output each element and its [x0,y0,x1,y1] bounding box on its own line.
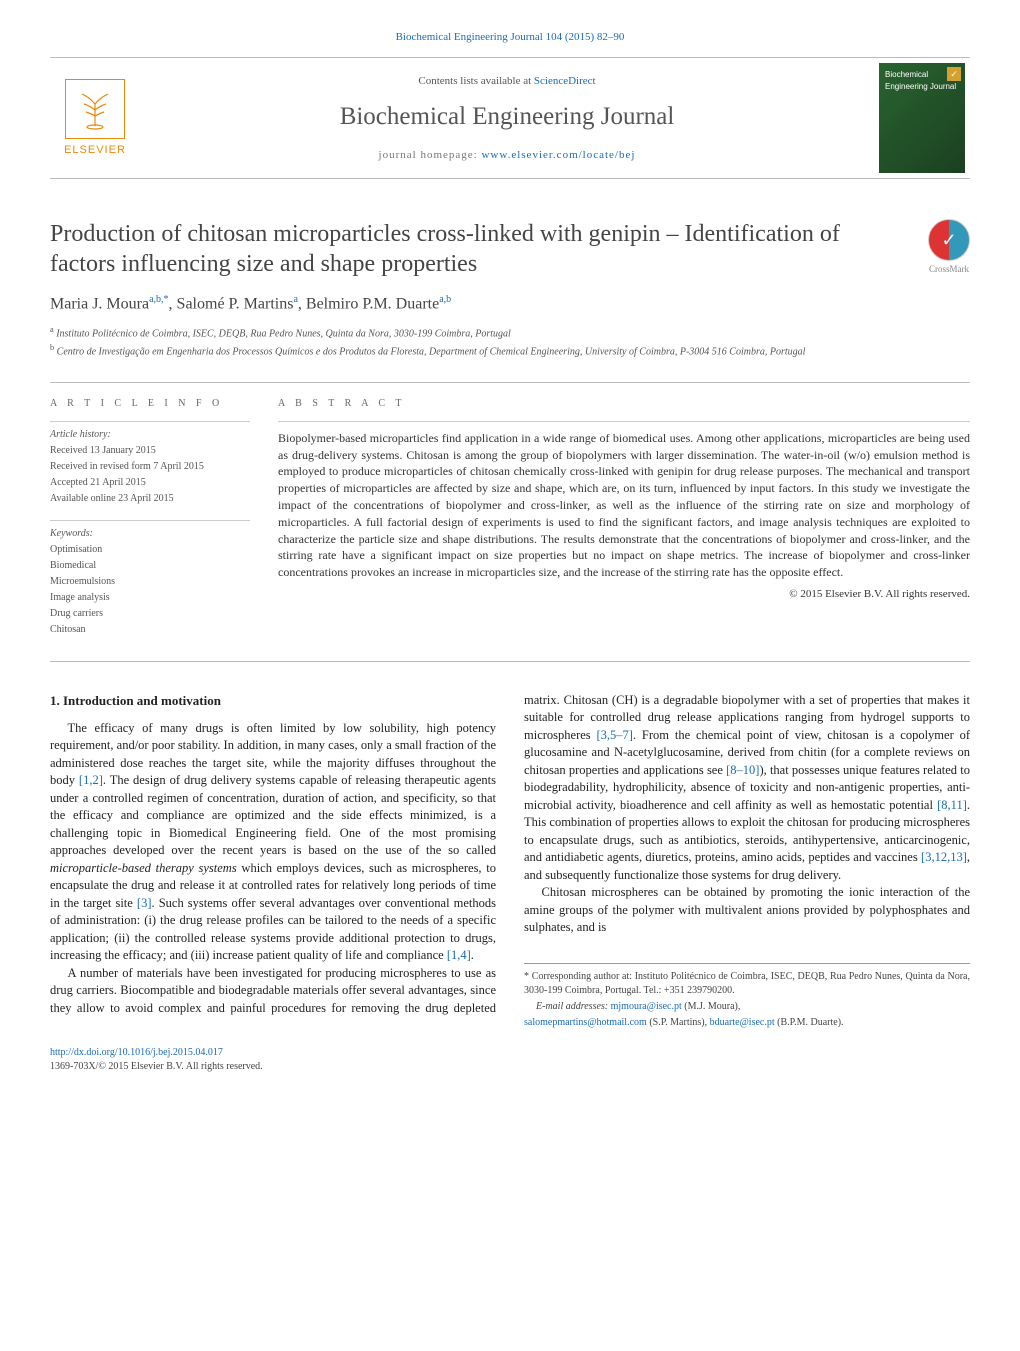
citation-ref[interactable]: [3] [137,896,152,910]
crossmark-label: CrossMark [929,264,969,274]
author-2: Salomé P. Martins [177,296,294,313]
keyword: Chitosan [50,623,250,637]
sciencedirect-link[interactable]: ScienceDirect [534,75,596,87]
keyword: Image analysis [50,591,250,605]
running-head-citation: Biochemical Engineering Journal 104 (201… [50,30,970,45]
footer-block: http://dx.doi.org/10.1016/j.bej.2015.04.… [50,1046,970,1074]
abstract-copyright: © 2015 Elsevier B.V. All rights reserved… [278,587,970,602]
divider [50,382,970,383]
section-1-heading: 1. Introduction and motivation [50,692,496,710]
journal-header: ELSEVIER Contents lists available at Sci… [50,57,970,179]
article-title: Production of chitosan microparticles cr… [50,219,908,279]
email-name: (S.P. Martins), [647,1017,710,1028]
body-emphasis: microparticle-based therapy systems [50,861,237,875]
abstract-text: Biopolymer-based microparticles find app… [278,430,970,581]
body-two-column: 1. Introduction and motivation The effic… [50,692,970,1030]
abstract-block: A B S T R A C T Biopolymer-based micropa… [278,397,970,639]
contents-prefix: Contents lists available at [418,75,533,87]
body-text: . [471,948,474,962]
citation-ref[interactable]: [1,4] [447,948,471,962]
divider [50,661,970,662]
author-email-link[interactable]: mjmoura@isec.pt [611,1001,682,1012]
email-name: (M.J. Moura), [682,1001,741,1012]
body-text: . The design of drug delivery systems ca… [50,773,496,857]
issn-copyright: 1369-703X/© 2015 Elsevier B.V. All right… [50,1060,970,1074]
crossmark-widget[interactable]: ✓ CrossMark [928,219,970,276]
keyword: Drug carriers [50,607,250,621]
citation-ref[interactable]: [3,5–7] [597,728,633,742]
journal-homepage-link[interactable]: www.elsevier.com/locate/bej [481,149,635,161]
citation-ref[interactable]: [3,12,13] [921,850,967,864]
cover-badge-icon: ✓ [947,67,961,81]
doi-link[interactable]: http://dx.doi.org/10.1016/j.bej.2015.04.… [50,1047,223,1058]
author-1-affil: a,b,* [149,294,168,305]
journal-name: Biochemical Engineering Journal [150,99,864,134]
corresponding-author-footnote: * Corresponding author at: Instituto Pol… [524,963,970,1030]
keyword: Biomedical [50,559,250,573]
elsevier-tree-icon [65,79,125,139]
elsevier-logo: ELSEVIER [50,58,140,178]
author-2-affil: a [293,294,297,305]
cover-title-text: Biochemical Engineering Journal [885,70,956,90]
author-email-link[interactable]: bduarte@isec.pt [710,1017,775,1028]
keyword: Optimisation [50,543,250,557]
author-email-link[interactable]: salomepmartins@hotmail.com [524,1017,647,1028]
history-received: Received 13 January 2015 [50,444,250,458]
history-accepted: Accepted 21 April 2015 [50,476,250,490]
affiliation-a: Instituto Politécnico de Coimbra, ISEC, … [56,328,511,339]
author-1: Maria J. Moura [50,296,149,313]
author-3: Belmiro P.M. Duarte [306,296,439,313]
journal-cover-thumbnail: ✓ Biochemical Engineering Journal [879,63,965,173]
author-3-affil: a,b [439,294,451,305]
keyword: Microemulsions [50,575,250,589]
body-paragraph: The efficacy of many drugs is often limi… [50,720,496,965]
header-center: Contents lists available at ScienceDirec… [140,58,874,178]
affiliations: a Instituto Politécnico de Coimbra, ISEC… [50,324,970,360]
history-online: Available online 23 April 2015 [50,492,250,506]
history-revised: Received in revised form 7 April 2015 [50,460,250,474]
contents-lists-line: Contents lists available at ScienceDirec… [150,74,864,89]
history-label: Article history: [50,428,250,442]
email-label: E-mail addresses: [536,1001,608,1012]
abstract-label: A B S T R A C T [278,397,970,411]
citation-ref[interactable]: [1,2] [79,773,103,787]
body-paragraph: Chitosan microspheres can be obtained by… [524,884,970,937]
keywords-label: Keywords: [50,527,250,541]
authors-line: Maria J. Mouraa,b,*, Salomé P. Martinsa,… [50,293,970,316]
article-info-sidebar: A R T I C L E I N F O Article history: R… [50,397,250,639]
journal-homepage-line: journal homepage: www.elsevier.com/locat… [150,148,864,163]
article-info-label: A R T I C L E I N F O [50,397,250,411]
homepage-prefix: journal homepage: [379,149,482,161]
elsevier-wordmark: ELSEVIER [64,143,126,158]
citation-ref[interactable]: [8,11] [937,798,967,812]
corr-author-text: Corresponding author at: Instituto Polit… [524,971,970,996]
email-name: (B.P.M. Duarte). [775,1017,844,1028]
affiliation-b: Centro de Investigação em Engenharia dos… [57,346,806,357]
crossmark-icon: ✓ [928,219,970,261]
citation-ref[interactable]: [8–10] [726,763,759,777]
